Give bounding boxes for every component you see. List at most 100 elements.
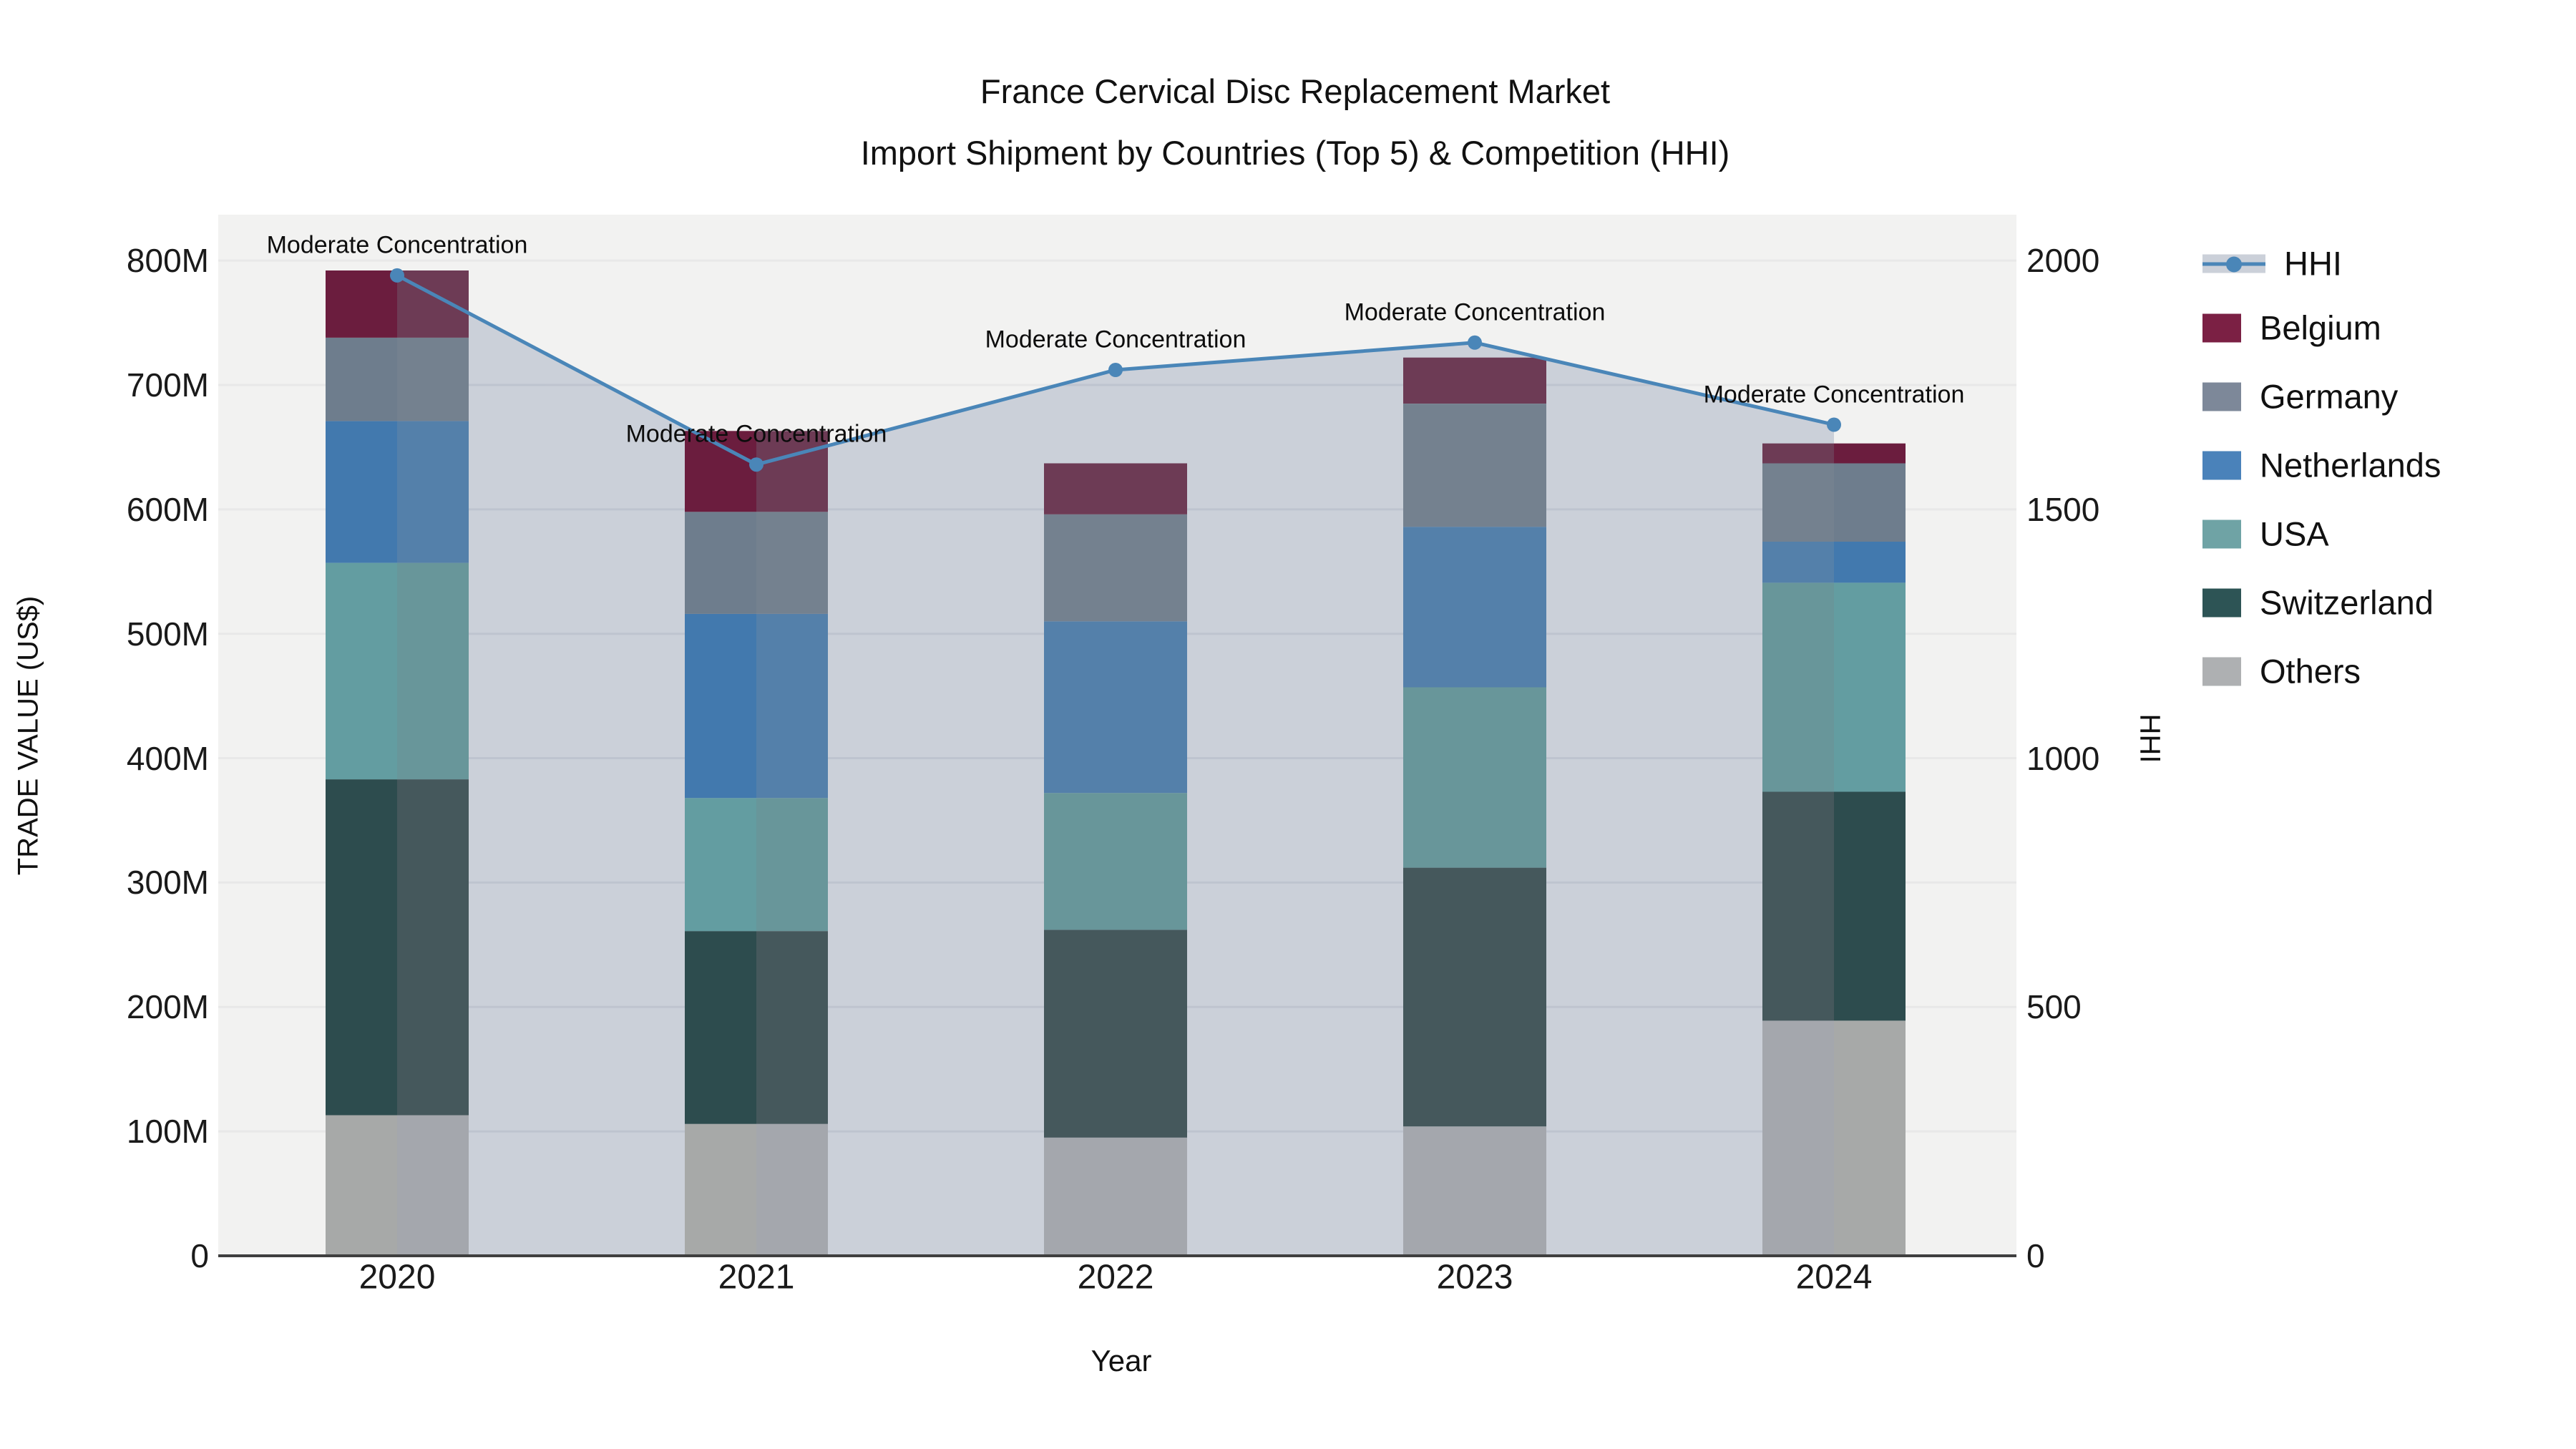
bar-segment-2023-germany-left xyxy=(1403,404,1475,527)
x-tick-2020: 2020 xyxy=(358,1258,436,1297)
chart-title-line2: Import Shipment by Countries (Top 5) & C… xyxy=(860,134,1730,172)
y-axis-title-left: TRADE VALUE (US$) xyxy=(12,595,44,876)
bar-segment-2021-netherlands-left xyxy=(685,613,756,799)
bar-segment-2021-others-left xyxy=(685,1123,756,1256)
bar-segment-2021-germany-right xyxy=(756,512,828,614)
bar-segment-2023-usa-left xyxy=(1403,687,1475,868)
hhi-marker-2021 xyxy=(749,457,763,472)
bar-segment-2021-usa-right xyxy=(756,798,828,932)
annotation-2020: Moderate Concentration xyxy=(266,231,528,259)
bar-segment-2023-switzerland-right xyxy=(1475,867,1546,1127)
bar-segment-2024-usa-right xyxy=(1834,582,1906,792)
bar-segment-2022-germany-left xyxy=(1044,514,1116,622)
bar-segment-2023-others-right xyxy=(1475,1126,1546,1256)
legend-item-switzerland[interactable]: Switzerland xyxy=(2202,583,2434,623)
legend-item-netherlands[interactable]: Netherlands xyxy=(2202,446,2441,485)
bar-segment-2024-germany-left xyxy=(1762,463,1834,542)
legend-item-usa[interactable]: USA xyxy=(2202,514,2329,554)
bar-segment-2022-usa-left xyxy=(1044,793,1116,930)
legend-swatch-netherlands-icon xyxy=(2202,451,2241,479)
y-right-tick-0: 0 xyxy=(2026,1237,2045,1274)
legend-swatch-others-icon xyxy=(2202,657,2241,686)
y-axis-title-right: HHI xyxy=(2134,713,2166,763)
bar-segment-2021-others-right xyxy=(756,1123,828,1256)
bar-segment-2022-germany-right xyxy=(1116,514,1187,622)
bar-segment-2022-switzerland-right xyxy=(1116,930,1187,1138)
hhi-marker-dot xyxy=(2226,256,2242,272)
x-axis-title: Year xyxy=(1091,1344,1152,1377)
bar-segment-2024-belgium-right xyxy=(1834,443,1906,464)
bar-segment-2021-switzerland-left xyxy=(685,931,756,1124)
bar-segment-2022-others-right xyxy=(1116,1137,1187,1256)
legend-item-belgium[interactable]: Belgium xyxy=(2202,308,2381,348)
legend-swatch-belgium-icon xyxy=(2202,313,2241,342)
legend-label-hhi: HHI xyxy=(2284,244,2342,283)
bar-segment-2021-belgium-right xyxy=(756,431,828,512)
bar-segment-2023-netherlands-left xyxy=(1403,527,1475,688)
bar-segment-2022-others-left xyxy=(1044,1137,1116,1256)
bar-segment-2023-germany-right xyxy=(1475,404,1546,527)
legend-label-netherlands: Netherlands xyxy=(2260,446,2441,484)
bar-segment-2024-netherlands-right xyxy=(1834,542,1906,583)
bar-segment-2022-netherlands-left xyxy=(1044,621,1116,794)
bar-segment-2022-switzerland-left xyxy=(1044,930,1116,1138)
bar-segment-2023-usa-right xyxy=(1475,687,1546,868)
bar-segment-2020-usa-right xyxy=(397,562,469,780)
bar-segment-2023-switzerland-left xyxy=(1403,867,1475,1127)
legend-label-germany: Germany xyxy=(2260,377,2399,416)
bar-segment-2022-belgium-left xyxy=(1044,463,1116,514)
y-right-tick-1000: 1000 xyxy=(2026,739,2100,777)
bar-segment-2021-germany-left xyxy=(685,512,756,614)
bar-segment-2022-netherlands-right xyxy=(1116,621,1187,794)
hhi-marker-2020 xyxy=(390,268,404,283)
bar-segment-2021-netherlands-right xyxy=(756,613,828,799)
annotation-2021: Moderate Concentration xyxy=(625,420,887,448)
annotation-2023: Moderate Concentration xyxy=(1344,298,1606,326)
bar-segment-2020-usa-left xyxy=(326,562,397,780)
bar-segment-2020-germany-left xyxy=(326,337,397,421)
legend-label-usa: USA xyxy=(2260,514,2329,553)
bar-segment-2020-germany-right xyxy=(397,337,469,421)
bar-segment-2024-netherlands-left xyxy=(1762,542,1834,583)
legend-swatch-switzerland-icon xyxy=(2202,588,2241,617)
y-left-tick-200M: 200M xyxy=(126,988,209,1026)
bar-segment-2024-others-right xyxy=(1834,1020,1906,1256)
y-right-tick-1500: 1500 xyxy=(2026,490,2100,528)
chart-title-line1: France Cervical Disc Replacement Market xyxy=(980,72,1611,110)
y-left-tick-400M: 400M xyxy=(126,739,209,777)
y-left-tick-100M: 100M xyxy=(126,1113,209,1151)
y-left-tick-800M: 800M xyxy=(126,242,209,280)
hhi-line-swatch-icon xyxy=(2202,249,2265,278)
legend-item-hhi[interactable]: HHI xyxy=(2202,244,2342,283)
legend-label-others: Others xyxy=(2260,652,2361,691)
x-tick-2021: 2021 xyxy=(718,1258,795,1297)
y-right-tick-2000: 2000 xyxy=(2026,242,2100,279)
bar-segment-2022-usa-right xyxy=(1116,793,1187,930)
legend-item-germany[interactable]: Germany xyxy=(2202,377,2398,416)
y-left-tick-700M: 700M xyxy=(126,366,209,404)
bar-segment-2021-switzerland-right xyxy=(756,931,828,1124)
bar-segment-2020-switzerland-right xyxy=(397,779,469,1116)
hhi-marker-2023 xyxy=(1468,335,1482,350)
bar-segment-2024-switzerland-left xyxy=(1762,791,1834,1021)
y-left-tick-0: 0 xyxy=(190,1237,209,1274)
legend-item-others[interactable]: Others xyxy=(2202,652,2361,691)
bar-segment-2020-others-left xyxy=(326,1115,397,1256)
bar-segment-2020-belgium-left xyxy=(326,270,397,338)
bar-segment-2020-netherlands-left xyxy=(326,421,397,563)
x-tick-2022: 2022 xyxy=(1077,1258,1154,1297)
annotation-2024: Moderate Concentration xyxy=(1703,381,1965,408)
y-left-tick-600M: 600M xyxy=(126,490,209,528)
legend-swatch-germany-icon xyxy=(2202,382,2241,411)
bar-segment-2024-germany-right xyxy=(1834,463,1906,542)
x-tick-2024: 2024 xyxy=(1795,1258,1873,1297)
bar-segment-2024-others-left xyxy=(1762,1020,1834,1256)
y-left-tick-300M: 300M xyxy=(126,864,209,902)
legend-swatch-usa-icon xyxy=(2202,519,2241,548)
bar-segment-2023-belgium-right xyxy=(1475,357,1546,404)
bar-segment-2020-netherlands-right xyxy=(397,421,469,563)
bar-segment-2023-netherlands-right xyxy=(1475,527,1546,688)
bar-segment-2020-others-right xyxy=(397,1115,469,1256)
